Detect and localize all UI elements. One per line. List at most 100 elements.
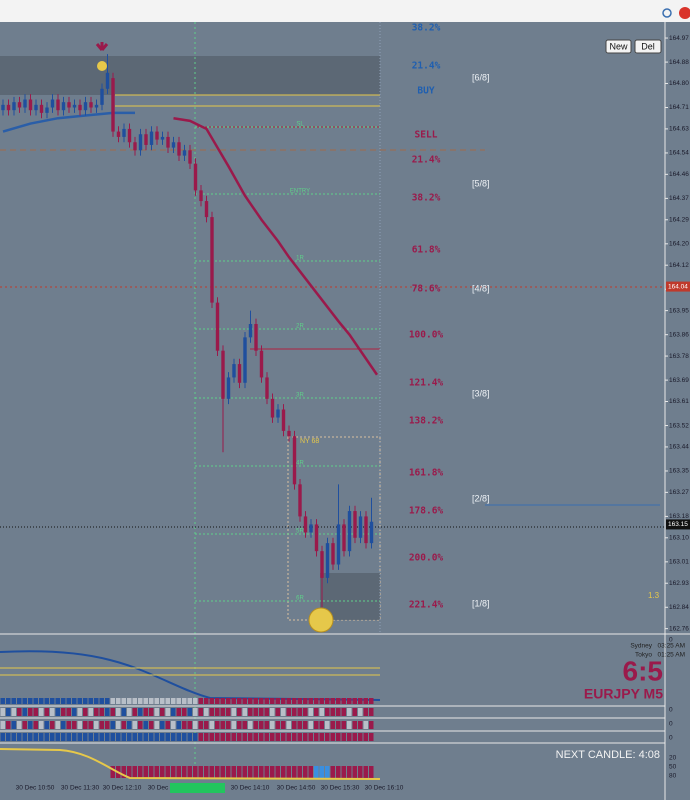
signal-block [6,708,11,716]
price-marker-label: 164.04 [668,283,688,290]
signal-block [209,721,214,729]
signal-block [44,721,49,729]
signal-block [116,708,121,716]
signal-block [143,721,148,729]
signal-block [220,733,225,741]
moving-average [173,116,379,376]
signal-block [215,698,220,704]
signal-block [363,733,368,741]
y-tick-label: 164.37 [669,195,689,202]
candle-body [171,142,176,148]
new-button-label[interactable]: New [609,41,628,51]
signal-block [66,721,71,729]
session-name: Sydney [630,643,652,650]
signal-block [198,733,203,741]
candle-body [342,524,346,552]
candle-body [364,516,368,544]
signal-block [215,708,220,716]
signal-block [220,708,225,716]
signal-block [253,733,258,741]
box-label: NY 68 [300,438,319,445]
candle-body [303,516,308,533]
price-marker-label: 163.15 [668,521,688,528]
signal-block [88,721,93,729]
search-icon[interactable] [662,8,672,18]
signal-block [275,708,280,716]
signal-block [253,708,258,716]
plot-area [0,22,665,634]
signal-block [314,698,319,704]
candle-body [17,102,22,108]
candle-body [166,136,170,148]
candle-body [6,104,11,111]
signal-block [281,721,286,729]
signal-block [127,721,132,729]
signal-block [193,698,198,704]
candle-body [259,350,264,378]
candle-body [265,377,269,399]
signal-block [264,733,269,741]
signal-block [6,698,11,704]
signal-block [259,766,264,778]
y-tick-label: 162.76 [669,625,689,632]
fib-label: 21.4% [412,155,441,166]
y-tick-label: 162.93 [669,580,689,587]
candle-body [45,107,49,113]
signal-block [264,721,269,729]
signal-block [132,698,137,704]
y-tick-label: 163.52 [669,422,689,429]
candle-body [127,128,132,143]
signal-block [204,698,209,704]
signal-block [292,698,297,704]
signal-block [99,708,104,716]
signal-block [242,766,247,778]
signal-block [138,733,143,741]
time-label: 30 Dec [148,785,169,792]
signal-block [154,698,159,704]
signal-block [94,708,99,716]
new-button[interactable] [605,39,632,54]
signal-block [292,708,297,716]
signal-block [336,721,341,729]
signal-block [11,733,16,741]
signal-block [231,708,236,716]
signal-block [94,721,99,729]
signal-block [336,698,341,704]
del-button[interactable] [634,39,662,54]
signal-block [110,708,115,716]
signal-block [149,698,154,704]
candle-body [105,72,110,89]
del-button-label[interactable]: Del [641,41,655,51]
signal-block [28,698,33,704]
time-label: 30 Dec 11:30 [61,785,100,792]
signal-block [330,708,335,716]
risk-label: ENTRY [290,189,310,195]
signal-block [297,698,302,704]
candle-body [248,323,253,338]
signal-block [61,698,66,704]
signal-block [270,721,275,729]
sub-axis-label: 20 [669,755,677,762]
signal-block [281,708,286,716]
signal-block [182,721,187,729]
signal-block [105,698,110,704]
signal-block [363,766,368,778]
signal-block [50,721,55,729]
signal-block [160,708,165,716]
signal-block [358,708,363,716]
signal-block [220,698,225,704]
signal-block [0,733,5,741]
signal-block [319,733,324,741]
candle-body [188,150,192,164]
signal-block [11,708,16,716]
candle-body [254,323,258,351]
candle-body [325,543,330,578]
signal-block [72,721,77,729]
candle-body [1,104,5,111]
signal-block [308,721,313,729]
signal-block [369,721,374,729]
signal-block [352,698,357,704]
sub-axis-label: 0 [669,735,673,742]
alert-icon[interactable] [679,7,690,19]
signal-block [127,733,132,741]
